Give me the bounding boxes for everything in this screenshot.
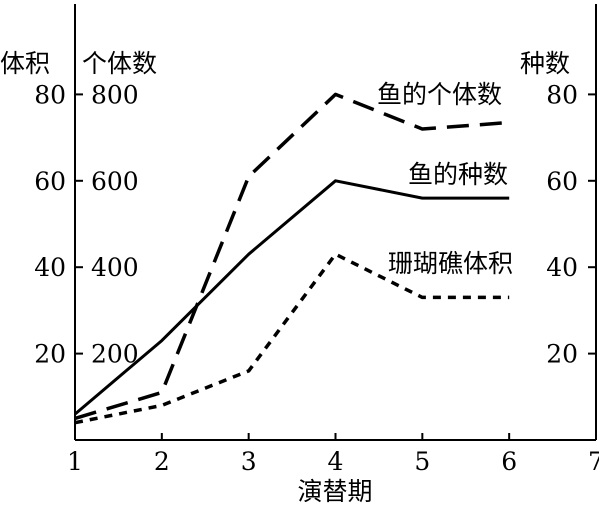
right-tick-label: 80	[546, 80, 578, 109]
x-tick-label: 2	[154, 447, 170, 476]
left-outer-tick-label: 60	[34, 167, 66, 196]
series-line-fish-species	[74, 179, 510, 416]
x-tick-label: 4	[328, 447, 344, 476]
left-outer-axis-title: 体积	[0, 49, 50, 78]
x-tick-label: 6	[501, 447, 517, 476]
series-label-coral-volume: 珊瑚礁体积	[388, 249, 513, 278]
x-tick-label: 5	[414, 447, 430, 476]
right-axis-title: 种数	[520, 49, 570, 78]
left-outer-tick-label: 20	[34, 340, 66, 369]
series-label-fish-count: 鱼的个体数	[377, 80, 502, 109]
right-tick-label: 40	[546, 253, 578, 282]
right-tick-label: 60	[546, 167, 578, 196]
series-label-fish-species: 鱼的种数	[408, 160, 508, 189]
x-tick-label: 7	[588, 447, 599, 476]
left-inner-tick-label: 600	[91, 167, 139, 196]
x-tick-label: 1	[67, 447, 83, 476]
right-tick-label: 20	[546, 340, 578, 369]
left-inner-tick-label: 400	[91, 253, 139, 282]
x-tick-label: 3	[241, 447, 257, 476]
left-inner-axis-title: 个体数	[82, 49, 157, 78]
series-line-coral-volume	[74, 252, 510, 425]
x-axis-title: 演替期	[297, 477, 372, 506]
series-line-fish-count	[74, 92, 510, 421]
left-inner-tick-label: 800	[91, 80, 139, 109]
left-outer-tick-label: 80	[34, 80, 66, 109]
left-inner-tick-label: 200	[91, 340, 139, 369]
left-outer-tick-label: 40	[34, 253, 66, 282]
